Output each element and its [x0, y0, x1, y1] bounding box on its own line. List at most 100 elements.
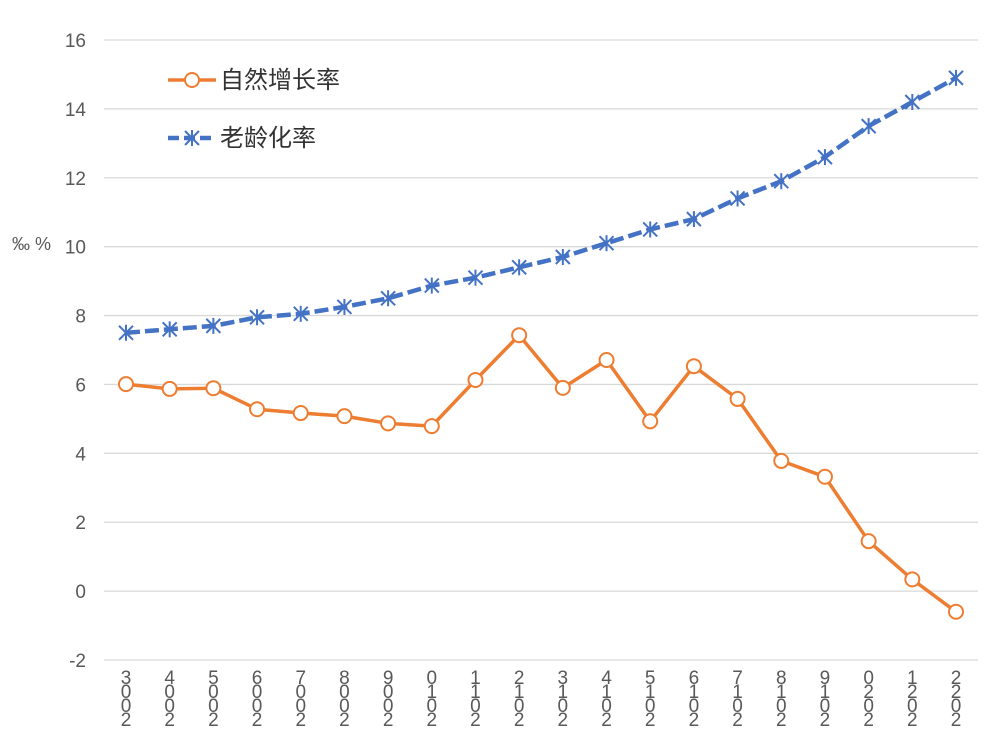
data-point: [467, 269, 484, 286]
legend-label: 自然增长率: [220, 67, 340, 94]
data-point: [380, 290, 396, 307]
x-tick-digit: 1: [776, 682, 787, 703]
data-point: [773, 173, 789, 190]
data-point: [860, 118, 877, 135]
x-tick-digit: 0: [339, 696, 350, 717]
x-tick-digit: 2: [645, 710, 656, 731]
x-tick-digit: 0: [295, 696, 306, 717]
x-tick-digit: 2: [820, 710, 831, 731]
x-tick-digit: 0: [383, 682, 394, 703]
x-tick-digit: 2: [863, 710, 874, 731]
x-tick-digit: 0: [601, 696, 612, 717]
data-point: [904, 571, 921, 588]
data-point: [249, 309, 265, 326]
x-tick-digit: 0: [689, 696, 700, 717]
x-tick-digit: 3: [121, 668, 132, 689]
x-tick-digit: 1: [732, 682, 743, 703]
legend-item-1: 自然增长率: [168, 67, 340, 94]
data-point: [511, 327, 528, 344]
x-tick-digit: 0: [208, 696, 219, 717]
x-tick-digit: 0: [427, 696, 438, 717]
data-point: [598, 235, 615, 252]
data-point: [642, 413, 659, 430]
y-tick-label: 4: [75, 444, 86, 465]
x-tick-digit: 9: [820, 668, 831, 689]
data-point: [336, 408, 353, 425]
data-point: [205, 317, 222, 334]
y-tick-label: 16: [65, 31, 86, 52]
x-tick-digit: 2: [339, 710, 350, 731]
y-tick-label: 14: [65, 100, 87, 121]
data-point: [817, 149, 833, 166]
y-tick-label: 6: [75, 375, 86, 396]
data-point: [118, 324, 134, 341]
y-tick-label: 0: [75, 582, 86, 603]
data-point: [948, 69, 964, 86]
x-tick-digit: 2: [558, 710, 569, 731]
x-tick-digit: 5: [208, 668, 219, 689]
x-tick-digit: 0: [252, 682, 263, 703]
data-point: [161, 321, 178, 338]
data-point: [292, 405, 309, 422]
x-tick-digit: 3: [558, 668, 569, 689]
x-tick-digit: 2: [121, 710, 132, 731]
x-tick-digit: 2: [470, 710, 481, 731]
legend-item-2: 老龄化率: [168, 125, 316, 152]
data-point: [948, 603, 964, 620]
x-tick-digit: 1: [645, 682, 656, 703]
y-tick-label: 12: [65, 169, 86, 190]
x-tick-digit: 0: [645, 696, 656, 717]
data-point: [685, 358, 702, 375]
y-tick-label: 8: [75, 307, 86, 328]
series-2: [118, 69, 964, 341]
data-point: [336, 298, 353, 315]
x-tick-digit: 4: [601, 668, 612, 689]
x-tick-digit: 1: [907, 668, 918, 689]
x-tick-digit: 8: [776, 668, 787, 689]
x-tick-digit: 7: [295, 668, 306, 689]
series-1: [118, 327, 964, 620]
x-tick-digit: 0: [208, 682, 219, 703]
x-tick-digit: 2: [689, 710, 700, 731]
y-tick-label: 2: [75, 513, 86, 534]
x-tick-digit: 7: [732, 668, 743, 689]
x-tick-digit: 1: [470, 682, 481, 703]
data-point: [904, 94, 921, 110]
data-point: [118, 376, 134, 393]
x-tick-digit: 2: [427, 710, 438, 731]
x-tick-digit: 0: [907, 696, 918, 717]
data-point: [293, 305, 309, 322]
x-tick-digit: 0: [383, 696, 394, 717]
x-tick-digit: 0: [121, 696, 132, 717]
x-tick-digit: 0: [164, 682, 175, 703]
y-tick-label: -2: [69, 651, 86, 672]
x-tick-digit: 9: [383, 668, 394, 689]
x-tick-digit: 1: [514, 682, 525, 703]
x-tick-digit: 1: [820, 682, 831, 703]
data-point: [249, 401, 266, 418]
x-tick-digit: 6: [689, 668, 700, 689]
data-point: [816, 468, 833, 485]
x-tick-digit: 0: [863, 668, 874, 689]
x-tick-digit: 0: [820, 696, 831, 717]
x-tick-digit: 5: [645, 668, 656, 689]
x-tick-digit: 1: [470, 668, 481, 689]
x-tick-digit: 0: [164, 696, 175, 717]
x-tick-digit: 2: [907, 710, 918, 731]
